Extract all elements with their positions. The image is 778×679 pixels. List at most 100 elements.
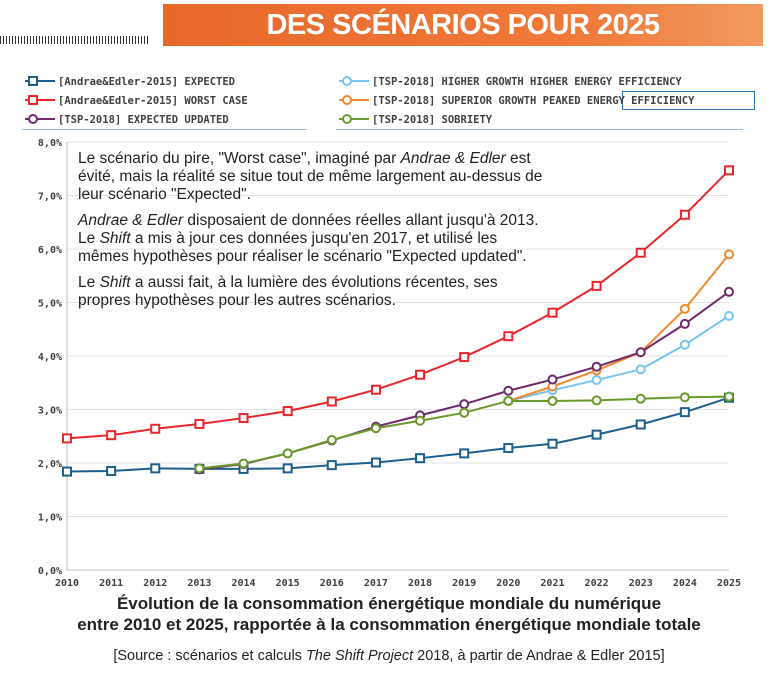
data-point-andrae-edler-2015-worst-case	[679, 209, 690, 220]
data-point-andrae-edler-2015-expected	[547, 438, 558, 449]
legend-swatch-line	[339, 94, 369, 105]
y-tick-label: 3,0%	[38, 406, 62, 417]
data-point-tsp-2018-sobriety	[547, 395, 558, 406]
data-point-andrae-edler-2015-expected	[415, 453, 426, 464]
legend-swatch-line	[25, 94, 55, 105]
data-point-andrae-edler-2015-worst-case	[150, 423, 161, 434]
legend-label-worst-case: [Andrae&Edler-2015] WORST CASE	[58, 95, 248, 107]
data-point-andrae-edler-2015-expected	[282, 463, 293, 474]
y-tick-label: 2,0%	[38, 459, 62, 470]
data-point-tsp-2018-sobriety	[194, 463, 205, 474]
caption-line-1: Évolution de la consommation énergétique…	[116, 594, 662, 613]
y-tick-label: 8,0%	[38, 138, 62, 149]
data-point-tsp-2018-expected-updated	[635, 347, 646, 358]
x-tick-label: 2016	[320, 578, 344, 589]
annotation-paragraph-3: Le Shift a aussi fait, à la lumière des …	[78, 274, 498, 309]
legend-left-group	[22, 66, 307, 130]
data-point-andrae-edler-2015-worst-case	[106, 430, 117, 441]
data-point-tsp-2018-sobriety	[503, 395, 514, 406]
data-point-tsp-2018-expected-updated	[459, 399, 470, 410]
data-point-andrae-edler-2015-expected	[326, 460, 337, 471]
data-point-andrae-edler-2015-worst-case	[547, 307, 558, 318]
data-point-andrae-edler-2015-worst-case	[459, 352, 470, 363]
data-point-andrae-edler-2015-expected	[503, 443, 514, 454]
legend-text-highlight	[622, 91, 755, 110]
y-tick-label: 4,0%	[38, 352, 62, 363]
legend-swatch-sobriety	[338, 113, 372, 128]
data-point-andrae-edler-2015-expected	[150, 463, 161, 474]
data-point-tsp-2018-sobriety	[238, 458, 249, 469]
legend-item-expected: [Andrae&Edler-2015] EXPECTED	[24, 73, 235, 91]
data-point-tsp-2018-expected-updated	[547, 374, 558, 385]
legend-swatch-higher-growth	[338, 75, 372, 90]
data-point-andrae-edler-2015-worst-case	[503, 331, 514, 342]
data-point-tsp-2018-sobriety	[370, 423, 381, 434]
data-point-andrae-edler-2015-expected	[62, 466, 72, 477]
chart-annotation: Le scénario du pire, "Worst case", imagi…	[78, 150, 548, 318]
data-point-andrae-edler-2015-expected	[591, 429, 602, 440]
decorative-tick-strip	[0, 36, 150, 44]
data-point-andrae-edler-2015-expected	[106, 466, 117, 477]
legend-swatch-line	[25, 113, 55, 124]
data-point-tsp-2018-higher-growth-higher-energy-efficiency	[724, 310, 734, 321]
data-point-tsp-2018-higher-growth-higher-energy-efficiency	[591, 375, 602, 386]
series-line-tsp-2018-superior-growth-peaked-energy-efficiency	[508, 253, 730, 402]
series-line-tsp-2018-expected-updated	[199, 290, 730, 471]
x-tick-label: 2020	[496, 578, 520, 589]
legend-marker	[28, 113, 38, 124]
legend-right-group	[336, 66, 743, 130]
data-point-tsp-2018-sobriety	[326, 434, 337, 445]
y-tick-label: 5,0%	[38, 299, 62, 310]
x-tick-label: 2018	[408, 578, 432, 589]
data-point-tsp-2018-expected-updated	[679, 318, 690, 329]
data-point-andrae-edler-2015-worst-case	[238, 413, 249, 424]
legend-label-expected: [Andrae&Edler-2015] EXPECTED	[58, 76, 236, 88]
x-tick-label: 2025	[717, 578, 741, 589]
legend-label-higher-growth: [TSP-2018] HIGHER GROWTH HIGHER ENERGY E…	[372, 76, 682, 88]
data-point-tsp-2018-superior-growth-peaked-energy-efficiency	[724, 249, 734, 260]
data-point-tsp-2018-sobriety	[459, 407, 470, 418]
data-point-tsp-2018-sobriety	[724, 391, 734, 402]
x-tick-label: 2010	[55, 578, 79, 589]
series-line-tsp-2018-higher-growth-higher-energy-efficiency	[508, 315, 730, 402]
data-point-andrae-edler-2015-worst-case	[635, 247, 646, 258]
legend-item-superior-growth: [TSP-2018] SUPERIOR GROWTH PEAKED ENERGY…	[338, 92, 694, 110]
caption-line-2: entre 2010 et 2025, rapportée à la conso…	[77, 615, 701, 634]
data-point-tsp-2018-superior-growth-peaked-energy-efficiency	[679, 303, 690, 314]
data-point-andrae-edler-2015-expected	[679, 407, 690, 418]
legend-label-expected-updated: [TSP-2018] EXPECTED UPDATED	[58, 114, 229, 126]
data-point-tsp-2018-sobriety	[635, 393, 646, 404]
legend-item-worst-case: [Andrae&Edler-2015] WORST CASE	[24, 92, 248, 110]
data-point-andrae-edler-2015-worst-case	[591, 280, 602, 291]
legend-item-expected-updated: [TSP-2018] EXPECTED UPDATED	[24, 111, 229, 129]
annotation-paragraph-1: Le scénario du pire, "Worst case", imagi…	[78, 150, 543, 203]
data-point-andrae-edler-2015-worst-case	[62, 433, 72, 444]
x-tick-label: 2013	[187, 578, 211, 589]
data-point-andrae-edler-2015-worst-case	[724, 165, 734, 176]
legend-label-superior-growth: [TSP-2018] SUPERIOR GROWTH PEAKED ENERGY…	[372, 95, 695, 107]
data-point-tsp-2018-expected-updated	[591, 361, 602, 372]
x-tick-label: 2019	[452, 578, 476, 589]
data-point-tsp-2018-higher-growth-higher-energy-efficiency	[679, 339, 690, 350]
x-tick-label: 2022	[585, 578, 609, 589]
legend-label-sobriety: [TSP-2018] SOBRIETY	[372, 114, 493, 126]
x-tick-label: 2011	[99, 578, 123, 589]
legend-marker	[342, 94, 352, 105]
series-line-andrae-edler-2015-worst-case	[66, 169, 730, 440]
legend-marker	[342, 113, 352, 124]
legend-swatch-expected	[24, 75, 58, 90]
legend-item-higher-growth: [TSP-2018] HIGHER GROWTH HIGHER ENERGY E…	[338, 73, 682, 91]
legend-swatch-superior-growth	[338, 94, 372, 109]
chart-caption: Évolution de la consommation énergétique…	[0, 593, 778, 635]
x-tick-label: 2021	[540, 578, 564, 589]
data-point-tsp-2018-sobriety	[282, 448, 293, 459]
data-point-andrae-edler-2015-worst-case	[194, 418, 205, 429]
page-title: DES SCÉNARIOS POUR 2025	[266, 9, 660, 41]
x-tick-label: 2014	[231, 578, 255, 589]
data-point-tsp-2018-sobriety	[679, 392, 690, 403]
x-tick-label: 2017	[364, 578, 388, 589]
data-point-andrae-edler-2015-expected	[370, 457, 381, 468]
x-tick-label: 2023	[629, 578, 653, 589]
legend-swatch-line	[339, 113, 369, 124]
y-tick-label: 7,0%	[38, 192, 62, 203]
